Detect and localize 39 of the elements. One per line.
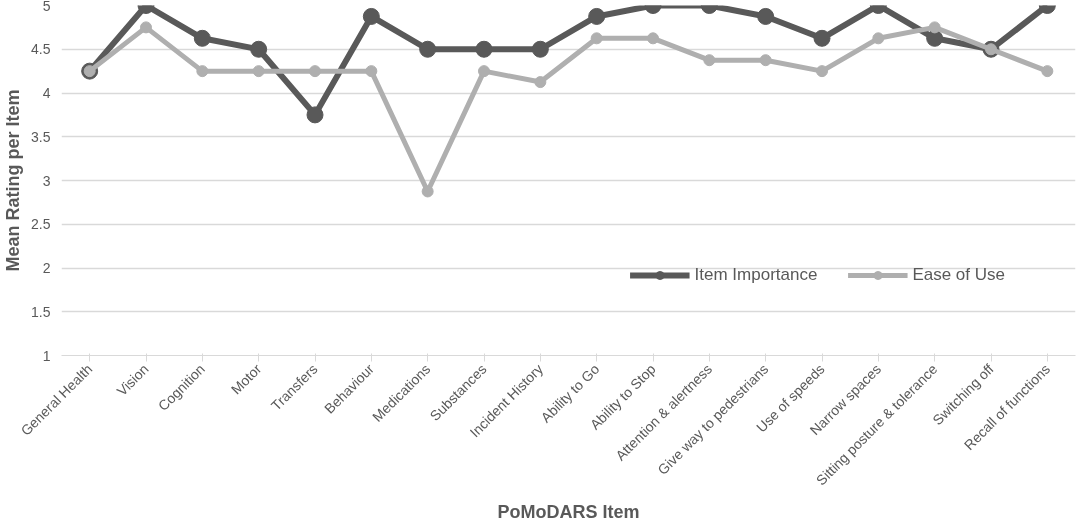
point xyxy=(365,65,378,78)
point xyxy=(421,185,434,198)
point xyxy=(703,54,716,67)
point xyxy=(196,65,209,78)
y-tick-label: 5 xyxy=(42,0,51,14)
point xyxy=(590,32,603,45)
y-tick-label: 3.5 xyxy=(31,128,51,145)
point xyxy=(813,29,831,47)
legend-label: Item Importance xyxy=(694,265,818,285)
point xyxy=(759,54,772,67)
point xyxy=(531,40,549,58)
y-tick-label: 2.5 xyxy=(31,216,51,233)
point xyxy=(306,106,324,124)
point xyxy=(478,65,490,78)
point xyxy=(419,40,437,58)
point xyxy=(757,7,775,25)
y-tick-label: 4 xyxy=(42,85,51,101)
point xyxy=(362,7,380,25)
point xyxy=(647,32,659,45)
point xyxy=(872,32,885,45)
point xyxy=(588,7,606,25)
y-tick-label: 2 xyxy=(42,260,51,276)
point xyxy=(309,65,321,78)
point xyxy=(250,40,268,58)
legend-label: Ease of Use xyxy=(912,265,1005,285)
y-tick-label: 3 xyxy=(42,172,51,189)
point xyxy=(534,76,547,89)
x-axis-title: PoMoDARS Item xyxy=(497,501,640,522)
point xyxy=(140,21,152,34)
point xyxy=(193,29,211,47)
y-tick-label: 4.5 xyxy=(31,41,51,58)
y-tick-label: 1.5 xyxy=(31,303,51,320)
y-axis-title: Mean Rating per Item xyxy=(3,89,24,272)
point xyxy=(928,21,941,34)
point xyxy=(252,65,265,78)
point xyxy=(1041,65,1054,78)
point xyxy=(816,65,828,78)
y-tick-label: 1 xyxy=(42,347,51,364)
point xyxy=(475,40,493,58)
